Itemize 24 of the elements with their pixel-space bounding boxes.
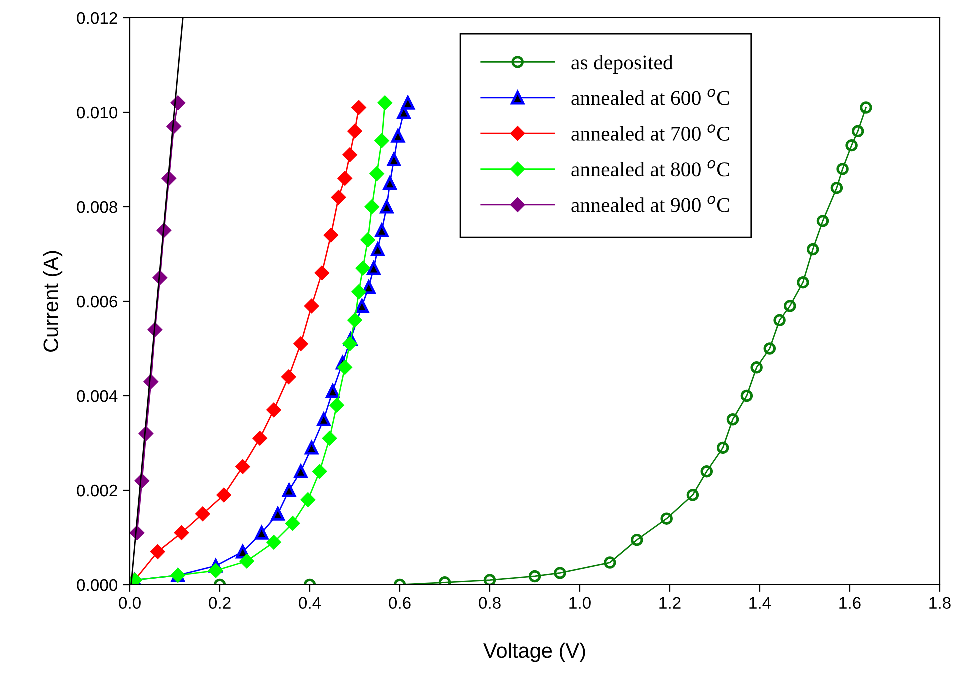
y-tick-label: 0.004	[77, 390, 118, 402]
y-tick-label: 0.000	[77, 579, 118, 592]
x-tick-label: 1.2	[660, 597, 681, 609]
legend-label: annealed at 800 $^{o}$C	[572, 160, 730, 177]
x-tick-label: 0.2	[209, 597, 231, 610]
y-axis-title: Current (A)	[43, 251, 63, 352]
x-tick-label: 0.8	[479, 597, 501, 610]
x-tick-label: 1.8	[930, 597, 951, 610]
legend-label: as deposited	[572, 55, 674, 74]
x-tick-label: 0.6	[389, 597, 411, 610]
x-tick-label: 1.6	[840, 597, 861, 610]
y-tick-label: 0.010	[77, 106, 118, 119]
y-tick-label: 0.002	[77, 484, 118, 497]
x-tick-label: 0.4	[299, 597, 322, 610]
y-tick-label: 0.006	[77, 296, 118, 308]
y-tick-label: 0.012	[77, 12, 118, 24]
x-tick-label: 1.4	[750, 597, 772, 609]
legend-label: annealed at 600 $^{o}$C	[572, 88, 730, 106]
x-tick-label: 0.0	[119, 597, 141, 610]
x-axis-title: Voltage (V)	[484, 642, 586, 662]
x-tick-label: 1.0	[570, 597, 591, 610]
legend-label: annealed at 900 $^{o}$C	[572, 196, 730, 212]
legend-label: annealed at 700 $^{o}$C	[572, 124, 730, 141]
y-tick-label: 0.008	[77, 201, 118, 214]
